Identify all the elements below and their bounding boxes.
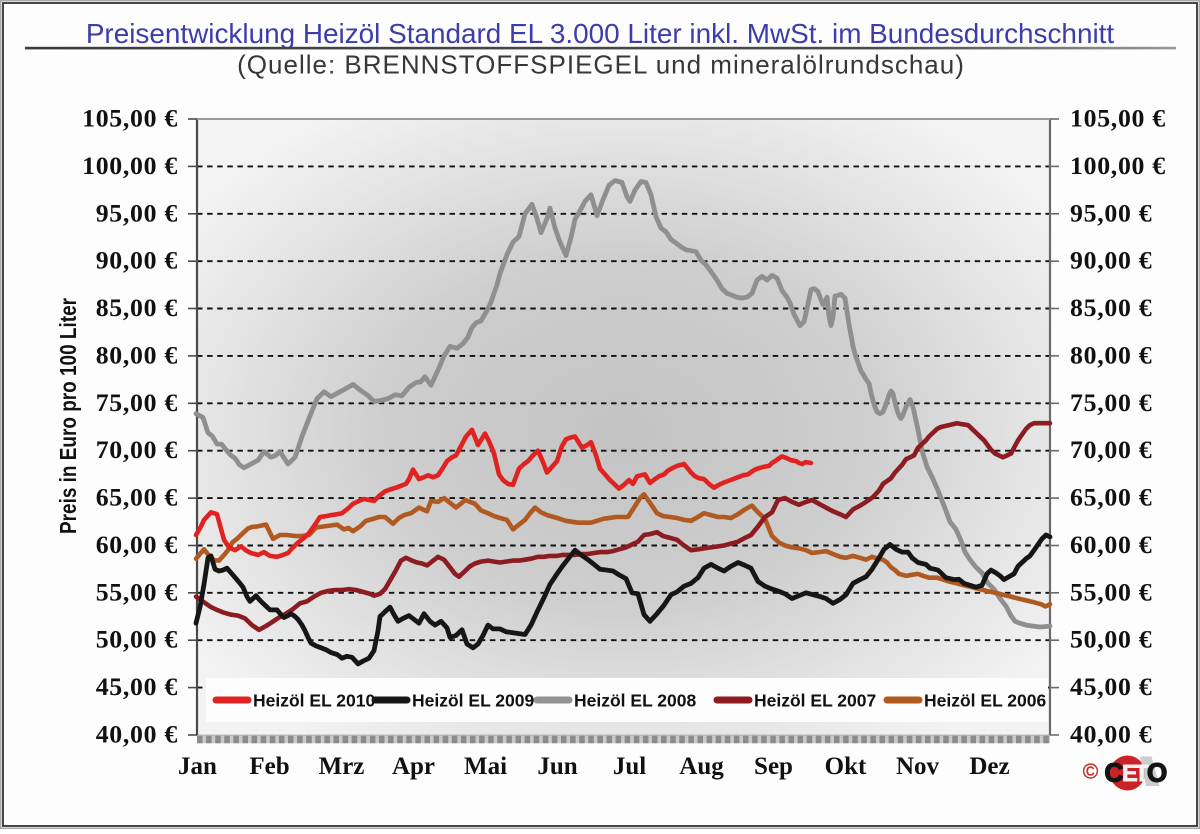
svg-text:60,00 €: 60,00 € — [1070, 530, 1152, 559]
svg-text:Mrz: Mrz — [319, 753, 365, 780]
svg-text:T: T — [1135, 760, 1150, 786]
svg-text:Apr: Apr — [392, 753, 435, 780]
svg-text:Dez: Dez — [969, 753, 1009, 780]
svg-text:Heizöl EL 2006: Heizöl EL 2006 — [924, 691, 1047, 711]
svg-text:Mai: Mai — [464, 753, 507, 780]
svg-text:Nov: Nov — [896, 753, 940, 780]
svg-text:95,00 €: 95,00 € — [1070, 198, 1152, 227]
svg-text:105,00 €: 105,00 € — [82, 104, 178, 133]
svg-text:Heizöl EL 2010: Heizöl EL 2010 — [253, 691, 376, 711]
svg-text:45,00 €: 45,00 € — [1070, 672, 1152, 701]
svg-text:Preis in Euro pro 100 Liter: Preis in Euro pro 100 Liter — [55, 298, 81, 534]
svg-text:105,00 €: 105,00 € — [1070, 104, 1166, 133]
svg-text:95,00 €: 95,00 € — [96, 198, 178, 227]
svg-text:90,00 €: 90,00 € — [1070, 246, 1152, 275]
svg-text:75,00 €: 75,00 € — [1070, 388, 1152, 417]
svg-text:50,00 €: 50,00 € — [1070, 625, 1152, 654]
svg-text:Okt: Okt — [825, 753, 867, 780]
svg-text:Heizöl EL 2009: Heizöl EL 2009 — [412, 691, 535, 711]
svg-text:Preisentwicklung Heizöl Standa: Preisentwicklung Heizöl Standard EL 3.00… — [86, 18, 1115, 49]
svg-text:90,00 €: 90,00 € — [96, 246, 178, 275]
svg-text:40,00 €: 40,00 € — [96, 720, 178, 749]
svg-text:Feb: Feb — [249, 753, 289, 780]
svg-text:100,00 €: 100,00 € — [1070, 151, 1166, 180]
svg-text:50,00 €: 50,00 € — [96, 625, 178, 654]
svg-text:80,00 €: 80,00 € — [1070, 340, 1152, 369]
svg-text:45,00 €: 45,00 € — [96, 672, 178, 701]
svg-text:55,00 €: 55,00 € — [1070, 577, 1152, 606]
svg-text:65,00 €: 65,00 € — [96, 483, 178, 512]
svg-text:85,00 €: 85,00 € — [1070, 293, 1152, 322]
svg-text:Sep: Sep — [754, 753, 793, 780]
svg-text:65,00 €: 65,00 € — [1070, 483, 1152, 512]
svg-text:100,00 €: 100,00 € — [82, 151, 178, 180]
svg-text:85,00 €: 85,00 € — [96, 293, 178, 322]
svg-text:O: O — [1147, 758, 1167, 788]
svg-text:C: C — [1105, 758, 1124, 788]
svg-text:80,00 €: 80,00 € — [96, 340, 178, 369]
svg-text:Aug: Aug — [679, 753, 724, 780]
svg-text:55,00 €: 55,00 € — [96, 577, 178, 606]
svg-text:Jun: Jun — [537, 753, 577, 780]
svg-text:70,00 €: 70,00 € — [96, 435, 178, 464]
svg-text:60,00 €: 60,00 € — [96, 530, 178, 559]
svg-text:Heizöl EL 2007: Heizöl EL 2007 — [754, 691, 876, 711]
svg-text:Heizöl EL 2008: Heizöl EL 2008 — [574, 691, 697, 711]
svg-text:©: © — [1083, 761, 1099, 784]
svg-text:E: E — [1122, 760, 1138, 786]
svg-text:40,00 €: 40,00 € — [1070, 720, 1152, 749]
svg-text:70,00 €: 70,00 € — [1070, 435, 1152, 464]
svg-text:Jul: Jul — [613, 753, 646, 780]
svg-text:75,00 €: 75,00 € — [96, 388, 178, 417]
svg-text:(Quelle: BRENNSTOFFSPIEGEL und: (Quelle: BRENNSTOFFSPIEGEL und mineralöl… — [237, 50, 965, 80]
svg-text:Jan: Jan — [178, 753, 217, 780]
